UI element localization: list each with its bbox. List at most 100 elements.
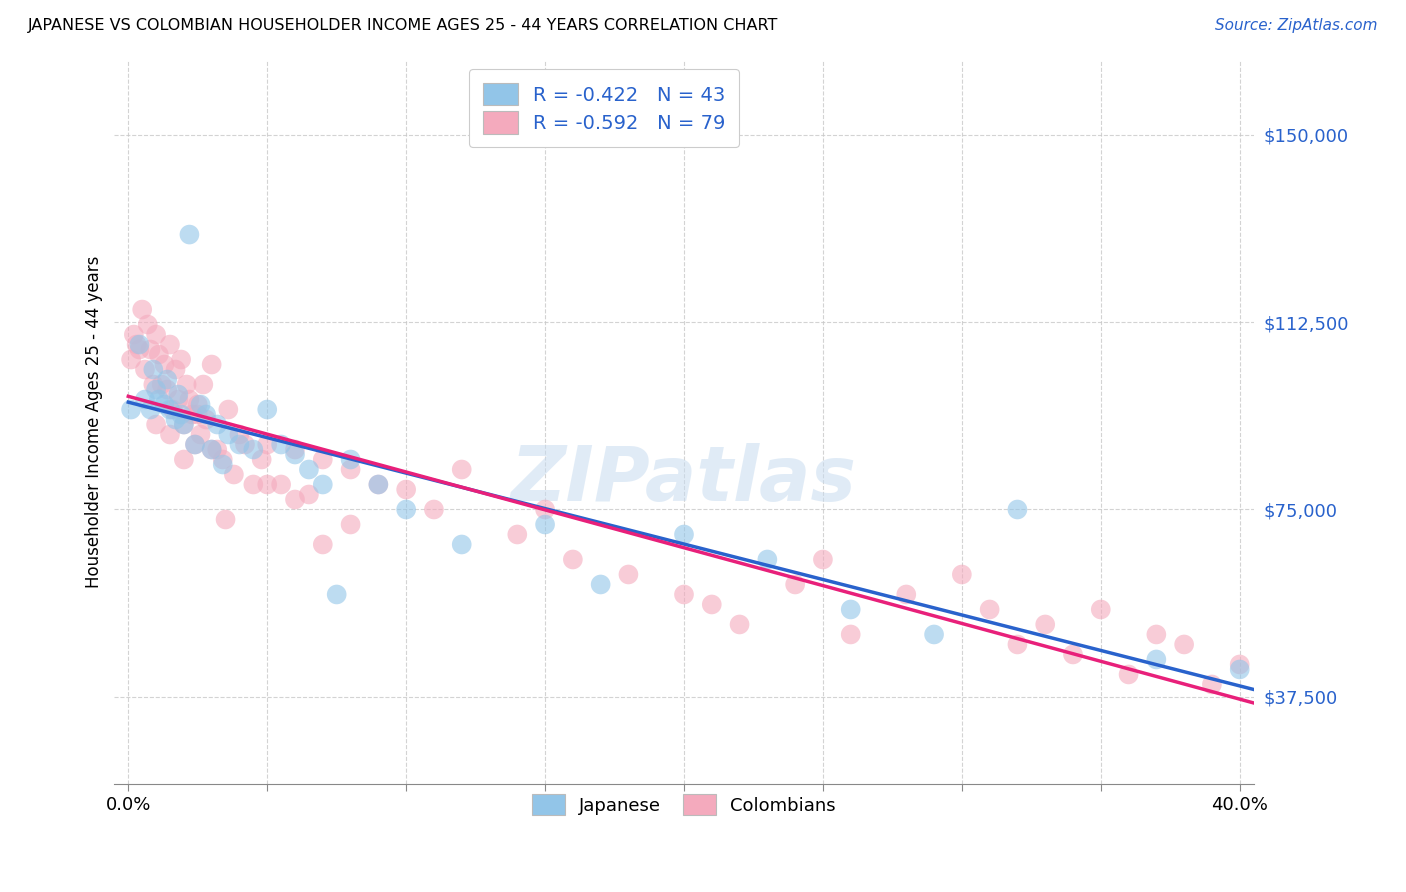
Point: [1118, 667, 1140, 681]
Point: [145, 383, 167, 397]
Point: [184, 437, 207, 451]
Point: [672, 587, 695, 601]
Point: [312, 452, 335, 467]
Point: [450, 537, 472, 551]
Point: [450, 462, 472, 476]
Point: [284, 492, 307, 507]
Point: [756, 552, 779, 566]
Point: [179, 227, 201, 242]
Point: [131, 302, 153, 317]
Point: [145, 327, 167, 342]
Point: [145, 417, 167, 432]
Point: [211, 452, 233, 467]
Point: [187, 397, 209, 411]
Point: [284, 448, 307, 462]
Point: [122, 327, 145, 342]
Point: [222, 467, 245, 482]
Text: Source: ZipAtlas.com: Source: ZipAtlas.com: [1215, 18, 1378, 33]
Point: [395, 483, 418, 497]
Point: [193, 377, 215, 392]
Point: [250, 452, 273, 467]
Point: [1007, 637, 1029, 651]
Point: [367, 477, 389, 491]
Point: [561, 552, 583, 566]
Point: [325, 587, 347, 601]
Point: [1033, 617, 1056, 632]
Point: [1144, 627, 1167, 641]
Point: [214, 512, 236, 526]
Point: [589, 577, 612, 591]
Point: [187, 408, 209, 422]
Point: [233, 437, 256, 451]
Point: [839, 602, 862, 616]
Point: [150, 377, 173, 392]
Point: [148, 392, 170, 407]
Y-axis label: Householder Income Ages 25 - 44 years: Householder Income Ages 25 - 44 years: [86, 256, 103, 588]
Point: [139, 402, 162, 417]
Point: [270, 477, 292, 491]
Point: [367, 477, 389, 491]
Point: [700, 598, 723, 612]
Point: [167, 392, 190, 407]
Point: [195, 412, 218, 426]
Point: [270, 437, 292, 451]
Point: [156, 383, 179, 397]
Point: [195, 408, 218, 422]
Point: [922, 627, 945, 641]
Point: [672, 527, 695, 541]
Point: [1090, 602, 1112, 616]
Point: [839, 627, 862, 641]
Point: [1007, 502, 1029, 516]
Point: [179, 392, 201, 407]
Point: [228, 427, 250, 442]
Point: [339, 462, 361, 476]
Point: [167, 387, 190, 401]
Point: [165, 362, 187, 376]
Point: [205, 417, 228, 432]
Point: [120, 352, 142, 367]
Point: [173, 417, 195, 432]
Point: [217, 402, 239, 417]
Point: [256, 402, 278, 417]
Point: [423, 502, 446, 516]
Point: [242, 477, 264, 491]
Point: [170, 352, 193, 367]
Point: [159, 427, 181, 442]
Point: [128, 343, 150, 357]
Point: [312, 477, 335, 491]
Point: [211, 458, 233, 472]
Point: [395, 502, 418, 516]
Point: [284, 442, 307, 457]
Point: [120, 402, 142, 417]
Point: [201, 442, 224, 457]
Point: [165, 412, 187, 426]
Point: [181, 408, 204, 422]
Point: [170, 408, 193, 422]
Point: [159, 402, 181, 417]
Point: [228, 437, 250, 451]
Point: [1173, 637, 1195, 651]
Point: [159, 337, 181, 351]
Point: [1144, 652, 1167, 666]
Point: [256, 477, 278, 491]
Point: [312, 537, 335, 551]
Point: [1229, 663, 1251, 677]
Point: [339, 452, 361, 467]
Point: [153, 358, 176, 372]
Point: [217, 427, 239, 442]
Point: [298, 487, 321, 501]
Point: [950, 567, 973, 582]
Point: [242, 442, 264, 457]
Point: [534, 502, 557, 516]
Point: [1062, 648, 1084, 662]
Point: [785, 577, 807, 591]
Point: [184, 437, 207, 451]
Point: [162, 402, 184, 417]
Point: [506, 527, 529, 541]
Point: [979, 602, 1001, 616]
Point: [205, 442, 228, 457]
Point: [139, 343, 162, 357]
Point: [201, 442, 224, 457]
Point: [136, 318, 159, 332]
Point: [1229, 657, 1251, 672]
